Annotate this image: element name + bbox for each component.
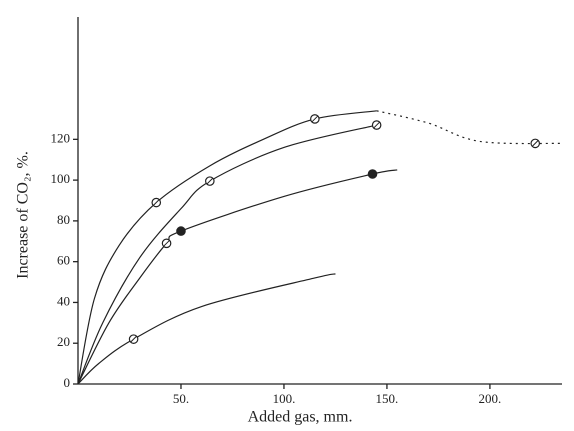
curve: [77, 273, 336, 385]
point-slash: [206, 177, 214, 185]
y-tick-label: 100: [51, 171, 71, 186]
point-slash: [373, 121, 380, 129]
y-tick-label: 40: [57, 293, 70, 308]
y-axis-label: Increase of CO₂, %.: [15, 151, 32, 279]
curve: [77, 169, 398, 385]
x-tick-label: 150.: [376, 391, 399, 406]
point-slash: [163, 239, 170, 247]
y-tick-label: 80: [57, 212, 70, 227]
point-slash: [152, 199, 160, 206]
y-tick-label: 60: [57, 253, 70, 268]
curve: [77, 110, 377, 385]
x-tick-label: 200.: [479, 391, 502, 406]
x-tick-label: 50.: [173, 391, 189, 406]
point-slash: [531, 140, 539, 147]
y-tick-label: 120: [51, 130, 71, 145]
y-tick-label: 0: [64, 375, 71, 390]
x-axis-label: Added gas, mm.: [248, 409, 353, 426]
data-point: [176, 226, 186, 236]
y-tick-label: 20: [57, 334, 70, 349]
curve: [376, 110, 563, 145]
point-slash: [130, 335, 137, 343]
data-point: [367, 169, 378, 179]
curve: [77, 124, 377, 385]
x-tick-label: 100.: [273, 391, 296, 406]
point-slash: [311, 115, 319, 123]
